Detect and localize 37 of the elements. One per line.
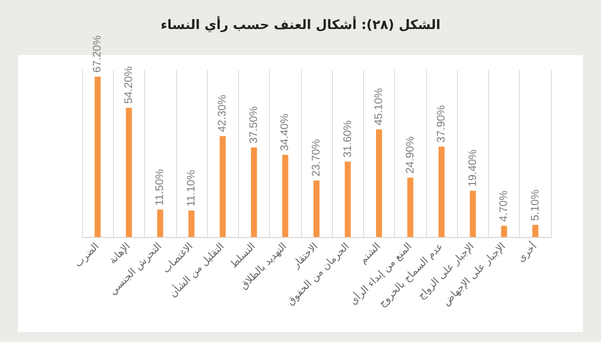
x-tick-label: الشتم — [358, 241, 383, 266]
data-label: 31.60% — [342, 120, 354, 158]
bar — [376, 129, 382, 237]
bar — [157, 210, 164, 237]
x-tick-label: الضرب — [72, 241, 102, 270]
bar — [282, 154, 288, 237]
x-tick-label: أخرى — [514, 240, 540, 265]
x-tick-label: الاغتصاب — [160, 241, 196, 276]
bar — [470, 190, 476, 237]
data-label: 5.10% — [529, 189, 542, 221]
bar — [407, 178, 414, 237]
data-label: 4.70% — [498, 190, 510, 222]
data-label: 45.10% — [373, 88, 386, 126]
data-label: 34.40% — [279, 113, 292, 151]
data-label: 11.10% — [185, 170, 198, 207]
x-tick-label: الاحتقار — [290, 241, 320, 272]
bar — [438, 146, 445, 237]
bar — [344, 162, 351, 237]
bar — [188, 210, 194, 237]
data-label: 23.70% — [310, 138, 322, 176]
bar — [94, 76, 101, 237]
data-label: 42.30% — [216, 94, 229, 132]
data-label: 37.90% — [436, 105, 448, 143]
bar — [126, 108, 132, 237]
data-label: 24.90% — [404, 136, 416, 174]
data-label: 11.50% — [154, 168, 166, 206]
chart-title: الشكل (٢٨): أشكال العنف حسب رأي النساء — [160, 16, 440, 33]
data-label: 19.40% — [466, 149, 479, 187]
bar — [250, 148, 257, 237]
bar — [532, 224, 538, 237]
x-tick-label: الإهانة — [107, 241, 133, 267]
bar — [220, 136, 226, 237]
data-label: 54.20% — [122, 66, 135, 104]
data-label: 37.50% — [248, 106, 260, 144]
bar — [314, 180, 320, 237]
data-label: 67.20% — [92, 35, 104, 73]
bar — [501, 226, 508, 237]
